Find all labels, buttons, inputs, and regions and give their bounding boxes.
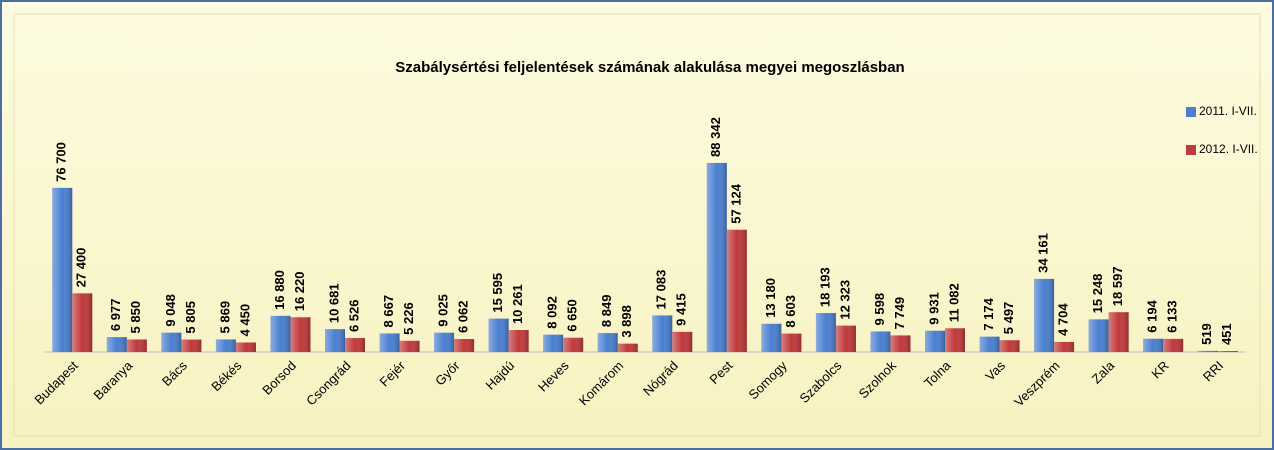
- value-label: 4 704: [1056, 303, 1071, 336]
- value-label: 11 082: [946, 283, 961, 322]
- bar: [781, 333, 802, 352]
- bar: [270, 315, 291, 352]
- bar: [1197, 350, 1218, 352]
- value-label: 6 977: [108, 299, 123, 332]
- value-label: 76 700: [54, 142, 69, 182]
- value-label: 4 450: [237, 304, 252, 337]
- value-label: 6 062: [456, 300, 471, 333]
- bar: [617, 343, 638, 352]
- value-label: 27 400: [74, 248, 89, 288]
- bar: [379, 333, 400, 352]
- value-label: 8 092: [545, 296, 560, 329]
- bar: [345, 338, 365, 352]
- value-label: 9 598: [872, 293, 887, 326]
- bar: [706, 162, 727, 352]
- bar: [543, 334, 564, 352]
- bar: [454, 339, 475, 352]
- bar: [726, 229, 747, 352]
- bar: [890, 335, 911, 352]
- value-label: 5 850: [128, 301, 143, 334]
- value-label: 9 025: [436, 294, 451, 327]
- bar: [597, 333, 618, 352]
- bar: [672, 331, 693, 352]
- bar: [399, 340, 420, 352]
- value-label: 5 869: [217, 301, 232, 334]
- bar: [1217, 351, 1238, 352]
- value-label: 6 133: [1165, 300, 1180, 333]
- legend-label: 2012. I-VII.: [1199, 142, 1258, 156]
- value-label: 5 497: [1001, 302, 1016, 335]
- value-label: 57 124: [728, 183, 743, 224]
- bar: [870, 331, 891, 352]
- value-label: 7 749: [892, 297, 907, 330]
- value-label: 8 667: [381, 295, 396, 328]
- legend-label: 2011. I-VII.: [1199, 104, 1257, 118]
- legend-swatch: [1186, 107, 1196, 117]
- bar: [1054, 341, 1075, 352]
- value-label: 9 415: [674, 293, 689, 326]
- value-label: 13 180: [763, 278, 778, 318]
- value-label: 18 597: [1110, 266, 1125, 306]
- chart-title: Szabálysértési feljelentések számának al…: [395, 59, 904, 76]
- bar: [999, 340, 1020, 352]
- bar: [126, 339, 147, 352]
- value-label: 34 161: [1036, 233, 1051, 273]
- value-label: 3 898: [619, 305, 634, 338]
- bar: [72, 293, 93, 352]
- bar: [835, 325, 856, 352]
- bar: [434, 332, 455, 352]
- bar: [235, 342, 256, 352]
- value-label: 8 849: [599, 295, 614, 328]
- value-label: 6 194: [1145, 299, 1160, 332]
- bar: [761, 323, 782, 352]
- value-label: 6 526: [346, 299, 361, 332]
- value-label: 5 805: [183, 301, 198, 334]
- value-label: 12 323: [837, 280, 852, 320]
- bar: [1163, 338, 1184, 352]
- inner-frame: [13, 13, 1261, 437]
- value-label: 9 048: [163, 294, 178, 327]
- value-label: 9 931: [926, 292, 941, 325]
- bar: [979, 336, 1000, 352]
- bar: [181, 339, 202, 352]
- value-label: 7 174: [981, 297, 996, 330]
- bar: [290, 317, 311, 352]
- bar: [1143, 338, 1164, 352]
- value-label: 17 083: [654, 270, 669, 310]
- bar: [1088, 319, 1109, 352]
- value-label: 88 342: [708, 117, 723, 157]
- value-label: 519: [1199, 323, 1214, 345]
- value-label: 16 880: [272, 270, 287, 310]
- bar: [815, 313, 836, 352]
- value-label: 8 603: [783, 295, 798, 328]
- bar: [215, 339, 236, 352]
- value-label: 15 595: [490, 273, 505, 313]
- bar: [652, 315, 673, 352]
- bar: [325, 329, 345, 352]
- bar: [563, 337, 584, 352]
- bar: [925, 330, 945, 352]
- bar: [945, 328, 965, 352]
- bar: [52, 187, 73, 352]
- bar: [488, 318, 509, 352]
- value-label: 15 248: [1090, 274, 1105, 314]
- value-label: 6 650: [565, 299, 580, 332]
- bar: [508, 330, 529, 352]
- value-label: 5 226: [401, 302, 416, 335]
- value-label: 18 193: [817, 267, 832, 307]
- value-label: 10 681: [326, 283, 341, 323]
- bar: [1034, 278, 1055, 352]
- bar: [161, 332, 182, 352]
- bar: [1108, 312, 1129, 352]
- value-label: 16 220: [292, 272, 307, 312]
- bar: [106, 337, 127, 352]
- legend-swatch: [1186, 145, 1196, 155]
- value-label: 10 261: [510, 284, 525, 324]
- value-label: 451: [1219, 323, 1234, 345]
